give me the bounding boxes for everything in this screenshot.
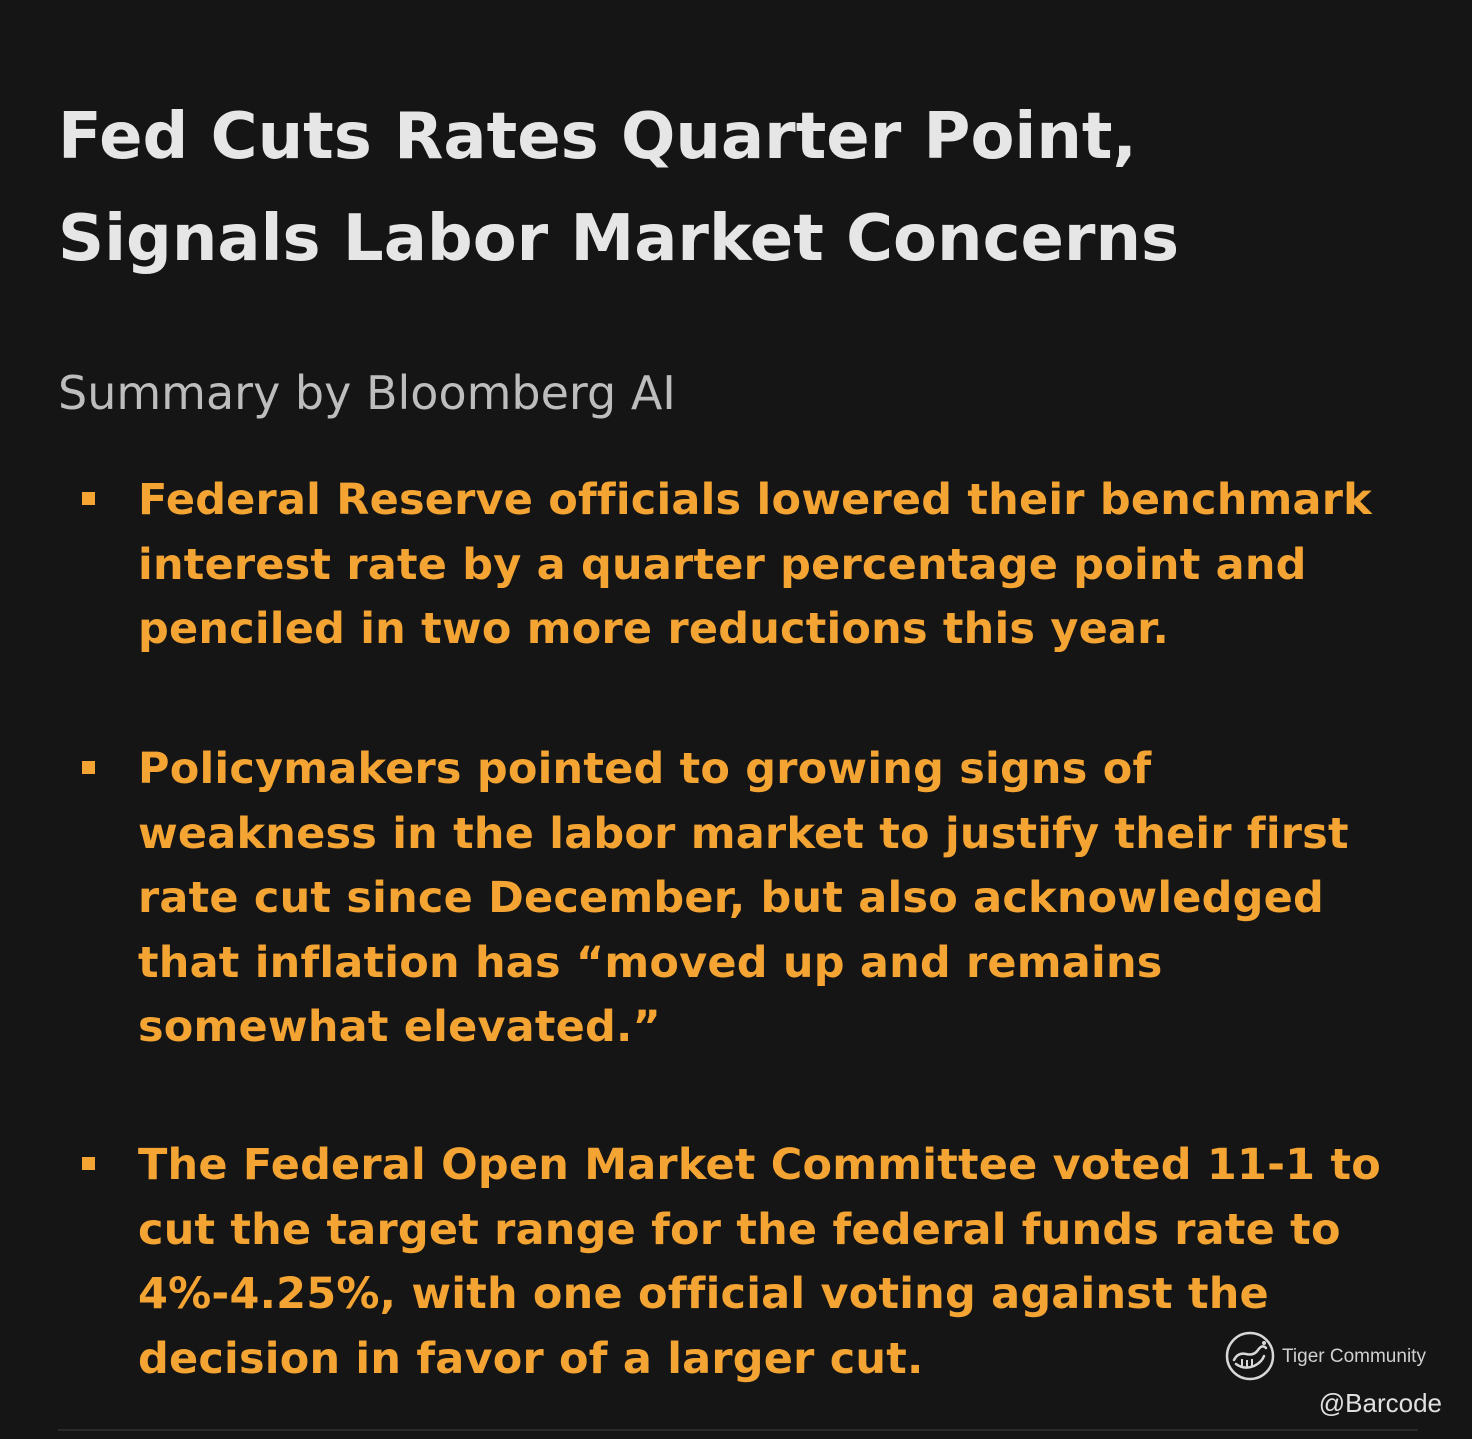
summary-bullet-text: Policymakers pointed to growing signs of… (138, 744, 1349, 1052)
watermark-community-label: Tiger Community (1282, 1346, 1426, 1367)
tiger-community-watermark: Tiger Community @Barcode (1222, 1328, 1442, 1420)
watermark-handle: @Barcode (1318, 1388, 1442, 1418)
summary-bullet-text: The Federal Open Market Committee voted … (138, 1140, 1381, 1384)
tiger-community-logo-icon (1225, 1331, 1275, 1381)
square-bullet-icon (82, 1157, 95, 1170)
bottom-divider (58, 1429, 1418, 1431)
square-bullet-icon (82, 761, 95, 774)
summary-label: Summary by Bloomberg AI (58, 366, 676, 420)
summary-bullet-text: Federal Reserve officials lowered their … (138, 475, 1372, 654)
headline: Fed Cuts Rates Quarter Point, Signals La… (58, 100, 1180, 276)
square-bullet-icon (82, 492, 95, 505)
